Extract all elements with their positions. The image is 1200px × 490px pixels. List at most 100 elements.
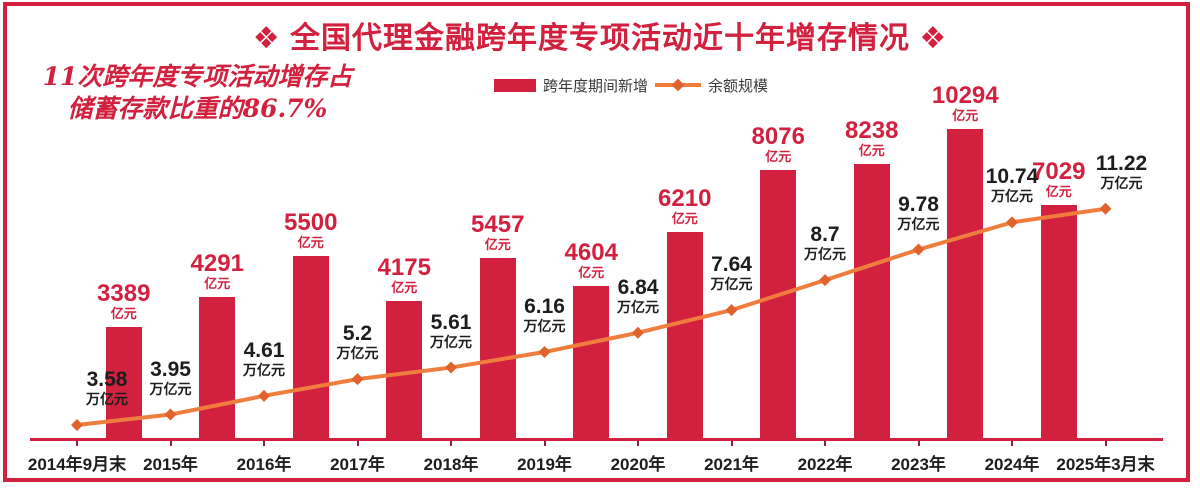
bar-value: 5500 [284,209,338,236]
page-title: ❖ 全国代理金融跨年度专项活动近十年增存情况 ❖ [252,22,948,55]
bar [947,129,984,441]
line-value-label: 4.61 万亿元 [243,338,285,378]
bar-value-unit: 亿元 [204,276,231,291]
line-value-unit: 万亿元 [991,188,1033,205]
x-axis-tick [637,441,639,446]
x-axis-tick [450,441,452,446]
x-axis-label: 2014年9月末 [27,455,127,474]
bar-value: 3389 [97,280,151,307]
x-axis-tick [917,441,920,446]
annotation-line1: 11次跨年度专项活动增存占 [42,62,353,91]
bar-value-label: 5457 亿元 [471,212,524,252]
line-value-label: 3.95 万亿元 [149,358,192,397]
line-value-unit: 万亿元 [336,345,379,362]
x-axis-label: 2020年 [610,455,666,474]
legend: 跨年度期间新增 余额规模 [494,76,769,95]
line-value: 5.61 [430,310,472,334]
x-axis-label: 2023年 [891,455,946,474]
line-value: 7.64 [711,253,752,277]
line-value-unit: 万亿元 [710,276,753,293]
bar-value-unit: 亿元 [297,235,324,250]
line-value-label: 8.7 万亿元 [804,223,846,263]
line-marker-icon [351,373,364,386]
line-value: 6.84 [617,275,659,299]
line-value: 9.78 [898,192,939,216]
line-value-label: 9.78 万亿元 [897,192,940,232]
bar-value-label: 4604 亿元 [565,240,618,280]
bar-value-unit: 亿元 [671,211,698,226]
line-value-unit: 万亿元 [243,361,285,378]
line-marker-icon [538,345,551,358]
x-axis-label: 2024年 [984,455,1040,474]
bar-value: 4604 [564,239,618,266]
bar-value: 8076 [751,123,805,150]
line-marker-icon [912,243,925,256]
line-legend-label: 余额规模 [708,77,769,95]
x-axis-tick [169,441,172,446]
bar-value-unit: 亿元 [952,108,979,123]
bar-value: 4175 [377,254,431,281]
bar-value-label: 4175 亿元 [378,255,431,295]
bar [199,297,236,441]
x-axis-tick [356,441,359,446]
line-value-label: 10.74 万亿元 [985,165,1039,205]
line-marker-icon [819,274,831,287]
line-value: 6.16 [524,294,565,318]
bar-value: 8238 [845,117,899,144]
bar-value: 10294 [931,82,999,109]
x-axis-tick [730,441,733,446]
line-marker-icon [445,361,457,374]
bar [292,256,329,441]
bar-legend-swatch-icon [494,78,536,92]
line-marker-icon [1099,202,1112,215]
x-axis-label: 2019年 [517,455,572,474]
line-value-unit: 万亿元 [86,391,128,407]
bar-value-label: 5500 亿元 [284,210,337,250]
line-value-unit: 万亿元 [430,333,472,350]
line-value-label: 5.61 万亿元 [430,310,472,350]
line-marker-icon [725,304,738,317]
line-value-unit: 万亿元 [804,246,846,263]
bar [1040,205,1077,441]
line-value-unit: 万亿元 [149,380,192,397]
line-value-unit: 万亿元 [897,215,940,232]
line-value-label: 7.64 万亿元 [710,253,753,293]
bar-value-unit: 亿元 [110,306,137,321]
bar [666,232,703,441]
line-value-unit: 万亿元 [1100,174,1143,191]
bar [479,258,516,441]
bar-value-unit: 亿元 [391,280,418,295]
x-axis-label: 2021年 [704,455,759,474]
line-value: 10.74 [985,165,1039,189]
bar [853,164,890,441]
bar-value-label: 8238 亿元 [845,118,898,158]
balance-line [76,206,1106,427]
line-value-unit: 万亿元 [617,298,659,315]
line-marker-icon [258,389,270,402]
x-axis-label: 2017年 [330,455,385,474]
bar-value-unit: 亿元 [765,149,792,164]
x-axis-line [30,438,1163,441]
x-axis-tick [824,441,826,446]
line-value: 5.2 [342,322,373,346]
bar-value-label: 8076 亿元 [752,124,805,164]
line-value-label: 5.2 万亿元 [336,322,379,362]
bar-value-unit: 亿元 [858,143,885,158]
bar-value-unit: 亿元 [1045,184,1072,199]
line-legend-marker-icon [655,78,702,92]
line-value: 8.7 [810,223,840,247]
x-axis-label: 2025年3月末 [1056,455,1155,474]
line-value-label: 6.16 万亿元 [523,294,566,334]
line-value: 4.61 [243,338,285,362]
line-value-unit: 万亿元 [523,317,566,334]
line-value-label: 11.22 万亿元 [1096,152,1147,191]
bar-value-label: 3389 亿元 [97,281,150,321]
bar [760,170,797,441]
x-axis-tick [76,441,78,446]
x-axis-tick [1104,441,1107,446]
bar-value-unit: 亿元 [484,237,511,252]
line-value-label: 3.58 万亿元 [86,369,128,408]
x-axis-label: 2022年 [797,455,853,474]
line-marker-icon [632,326,644,339]
